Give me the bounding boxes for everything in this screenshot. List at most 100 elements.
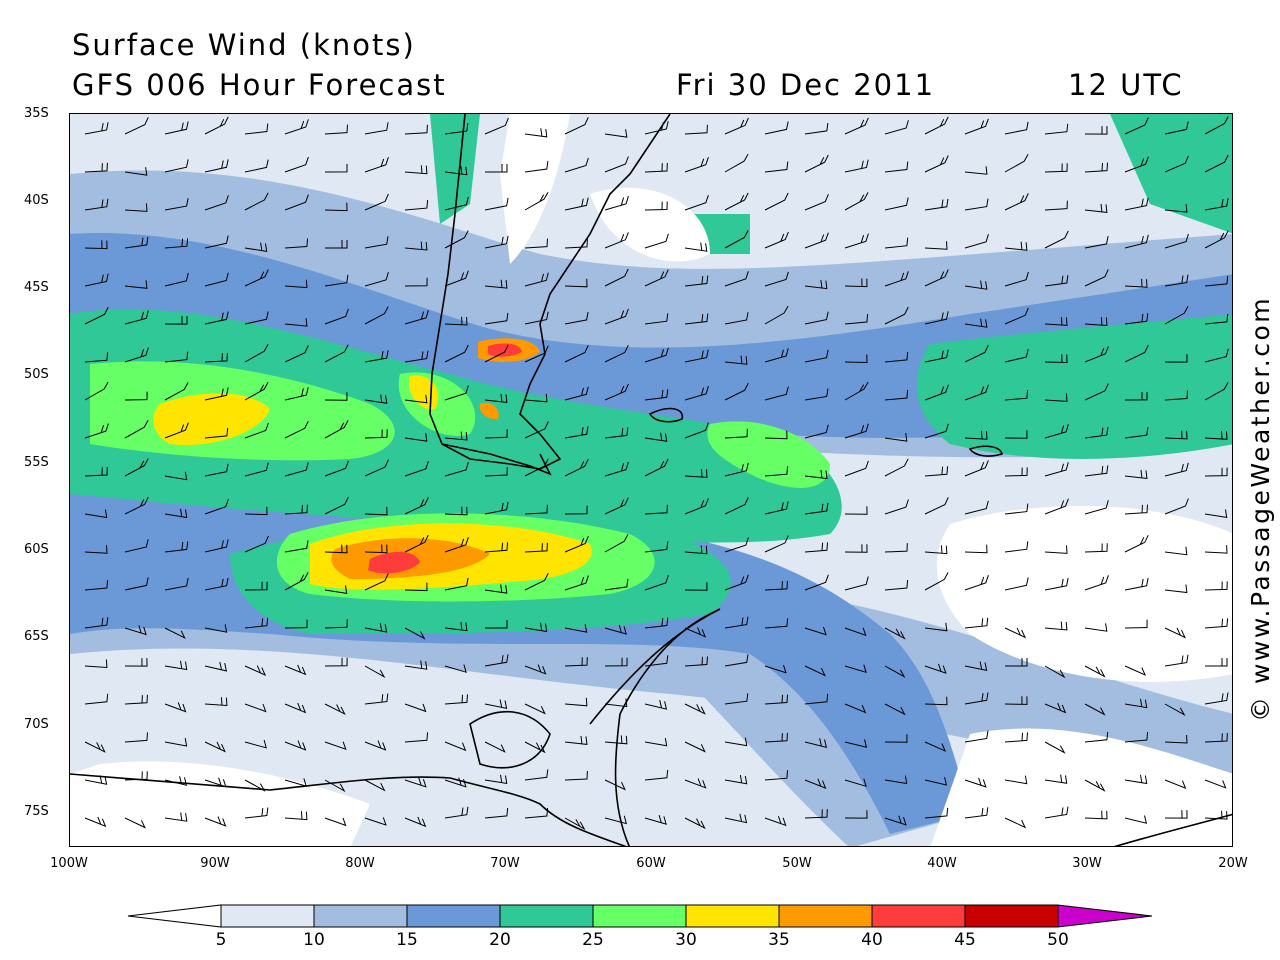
wind-barb [244,462,269,477]
wind-barb [924,116,949,135]
wind-barb [564,312,589,325]
wind-barb [204,195,229,211]
wind-barb [604,268,629,287]
wind-barb [764,430,788,440]
scale-swatch [778,904,873,928]
wind-barb [924,741,947,752]
wind-barb [844,664,867,674]
wind-barb [764,815,787,827]
wind-barb [844,778,867,788]
wind-barb [1204,467,1228,477]
wind-barb [404,534,429,553]
wind-barb [844,278,868,288]
wind-barb [604,383,629,401]
wind-barb [284,345,309,363]
wind-barb [684,242,708,252]
wind-barb [644,201,668,211]
wind-barb [684,313,709,325]
wind-barb [1044,393,1068,402]
wind-barb [524,161,549,173]
wind-barb [444,461,469,477]
wind-barb [724,153,749,173]
scale-label-5: 5 [215,930,227,950]
wind-barb [164,159,189,173]
wind-barb [884,120,909,135]
wind-barb [924,777,948,786]
wind-barb [964,430,988,440]
wind-barb [804,388,829,401]
wind-barb [444,385,469,401]
wind-barb [604,427,629,439]
wind-barb [564,458,589,477]
wind-barb [244,311,269,325]
wind-barb [804,542,828,553]
wind-barb [644,269,669,287]
wind-barb [84,580,109,591]
wind-barb [1204,313,1229,325]
wind-barb [564,770,588,781]
wind-barb [684,627,707,638]
wind-barb [484,429,508,439]
wind-barb [124,236,149,249]
wind-barb [1004,503,1029,515]
wind-barb [1004,390,1029,401]
wind-barb [844,460,869,477]
wind-barb [204,577,229,591]
wind-barb [924,572,949,591]
scale-swatch [220,904,315,928]
wind-barb [1004,775,1028,785]
wind-barb [564,817,586,831]
wind-barb [1084,810,1108,820]
wind-barb [1044,462,1069,477]
wind-barb [644,769,669,781]
wind-barb [1124,577,1149,591]
wind-barb [1164,233,1189,249]
wind-barb [1124,534,1149,553]
wind-barb [364,236,389,249]
wind-barb [1204,509,1228,518]
wind-barb [284,540,309,553]
wind-barb [1124,698,1148,709]
wind-barb [1204,382,1229,401]
wind-barb [924,466,949,477]
wind-barb [124,391,148,401]
wind-barb [804,778,827,789]
wind-map-canvas [70,114,1232,846]
wind-map[interactable] [69,113,1233,847]
wind-barb [124,419,149,439]
wind-barb [484,344,509,363]
wind-barb [1164,306,1189,325]
wind-barb [124,203,148,212]
wind-barb [84,162,108,173]
wind-barb [964,384,989,401]
wind-barb [724,537,749,553]
wind-barb [644,814,667,825]
wind-barb [804,503,829,515]
wind-barb [884,627,906,640]
wind-barb [284,238,308,249]
wind-barb [244,535,269,553]
wind-barb [244,343,269,363]
wind-barb [1164,584,1188,594]
wind-barb [244,506,268,516]
wind-barb [324,657,348,667]
wind-barb [284,387,309,401]
wind-barb [284,740,307,751]
wind-barb [1084,126,1108,135]
wind-barb [324,344,349,363]
wind-barb [924,349,949,363]
wind-barb [1124,156,1149,173]
wind-barb [644,458,669,477]
wind-barb [1124,815,1148,824]
wind-barb [164,351,189,363]
wind-barb [1205,658,1228,667]
wind-barb [924,497,949,515]
wind-barb [244,381,269,401]
wind-barb [84,352,109,363]
wind-barb [84,423,109,439]
wind-barb [1044,545,1068,554]
wind-barb [204,272,229,287]
wind-barb [964,807,989,819]
wind-barb [524,542,548,553]
wind-barb [124,458,149,477]
